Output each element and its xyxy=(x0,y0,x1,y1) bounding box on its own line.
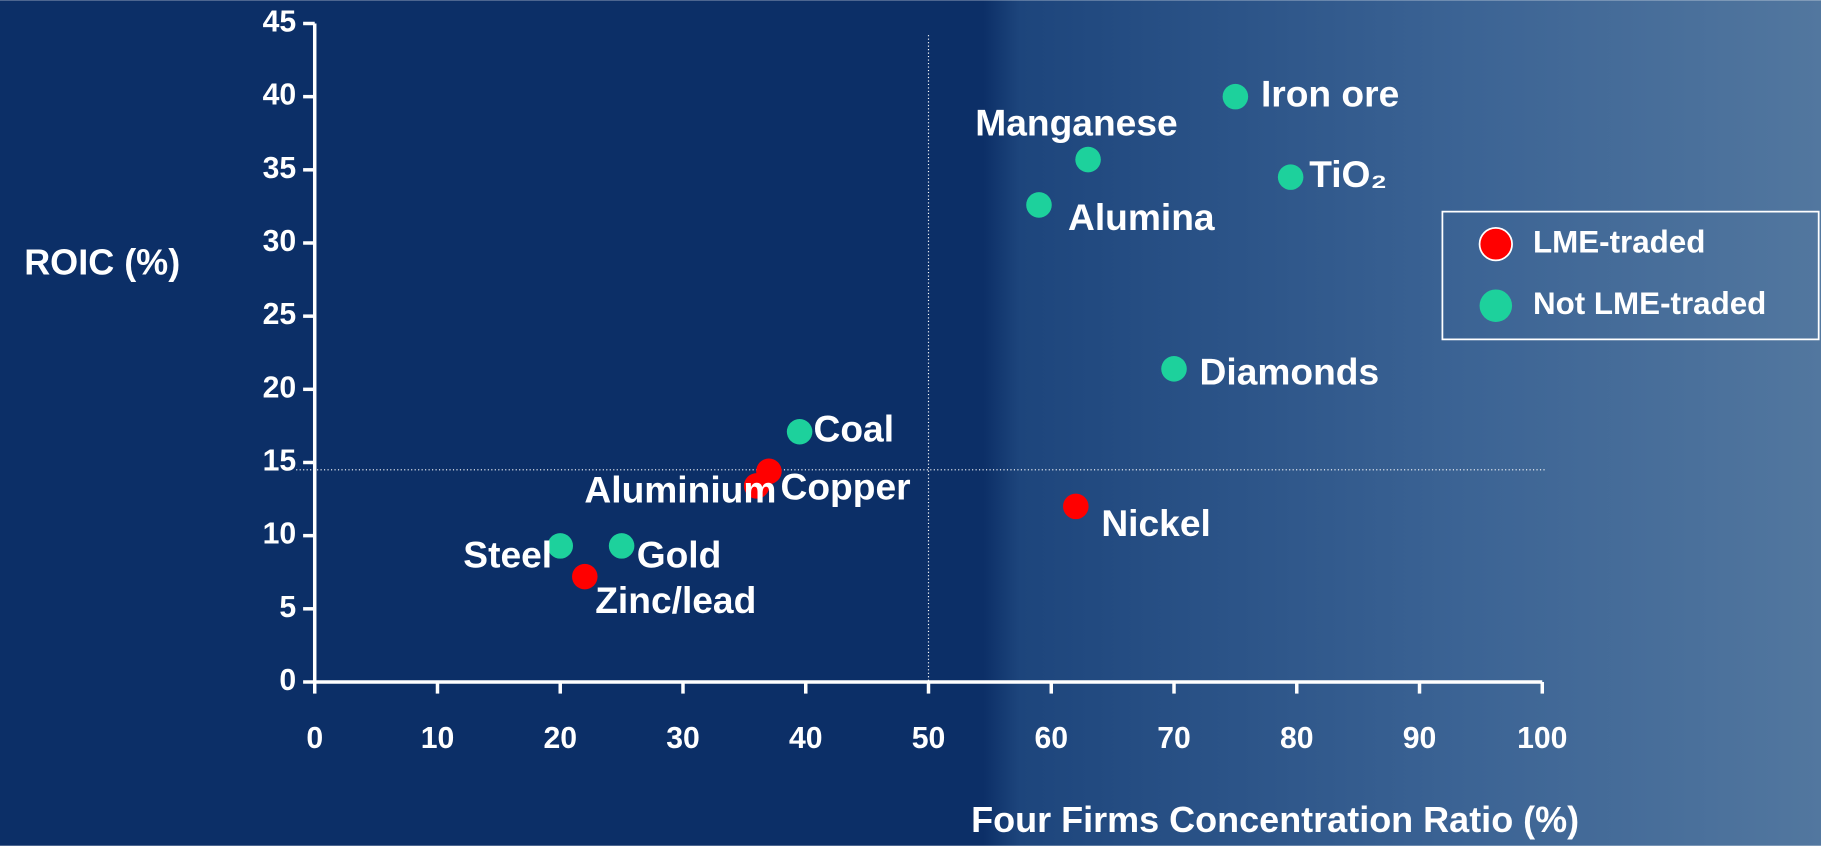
x-tick-label: 100 xyxy=(1517,722,1567,755)
legend-label: LME-traded xyxy=(1533,224,1705,259)
point-label: Zinc/lead xyxy=(595,579,756,621)
y-tick-label: 45 xyxy=(263,5,297,38)
y-tick-label: 30 xyxy=(263,225,297,258)
x-tick-label: 40 xyxy=(789,722,823,755)
y-tick-label: 5 xyxy=(279,591,296,624)
x-tick-label: 10 xyxy=(421,722,455,755)
x-tick-label: 90 xyxy=(1403,722,1437,755)
point-label: Alumina xyxy=(1068,196,1215,238)
page: Four Firms Concentration Ratio (%) ROIC … xyxy=(0,0,1821,846)
point-label: Copper xyxy=(781,466,911,508)
legend-label: Not LME-traded xyxy=(1533,286,1766,321)
x-tick-label: 50 xyxy=(912,722,946,755)
x-tick-label: 60 xyxy=(1034,722,1068,755)
y-tick-label: 25 xyxy=(263,298,297,331)
legend-marker xyxy=(1480,228,1513,261)
y-tick-label: 40 xyxy=(263,79,297,112)
y-axis-label: ROIC (%) xyxy=(24,242,180,283)
data-point xyxy=(1075,147,1101,173)
point-label: Nickel xyxy=(1101,502,1210,544)
data-point xyxy=(1161,356,1187,382)
data-point xyxy=(1026,192,1052,218)
x-tick-label: 20 xyxy=(543,722,577,755)
point-label: Manganese xyxy=(975,102,1177,144)
point-label: Steel xyxy=(463,533,552,575)
x-tick-label: 80 xyxy=(1280,722,1314,755)
chart: Four Firms Concentration Ratio (%) ROIC … xyxy=(0,0,1821,846)
point-label: Iron ore xyxy=(1261,72,1399,114)
y-tick-label: 15 xyxy=(263,444,297,477)
point-label: Aluminium xyxy=(584,469,776,511)
x-tick-label: 0 xyxy=(306,722,323,755)
y-tick-label: 20 xyxy=(263,371,297,404)
data-point xyxy=(1063,494,1089,520)
point-label: Diamonds xyxy=(1200,350,1380,392)
data-point xyxy=(572,564,598,590)
data-point xyxy=(1223,84,1249,110)
y-tick-label: 10 xyxy=(263,518,297,551)
y-tick-label: 35 xyxy=(263,152,297,185)
x-tick-label: 70 xyxy=(1157,722,1191,755)
data-point xyxy=(609,533,635,559)
point-label: Gold xyxy=(637,533,722,575)
point-label: TiO₂ xyxy=(1309,153,1387,195)
y-tick-label: 0 xyxy=(279,664,296,697)
data-point xyxy=(787,419,813,445)
background xyxy=(0,0,1821,845)
x-tick-label: 30 xyxy=(666,722,700,755)
data-point xyxy=(1278,164,1304,190)
legend-marker xyxy=(1480,289,1513,322)
x-axis-label: Four Firms Concentration Ratio (%) xyxy=(971,799,1579,840)
point-label: Coal xyxy=(814,408,895,450)
